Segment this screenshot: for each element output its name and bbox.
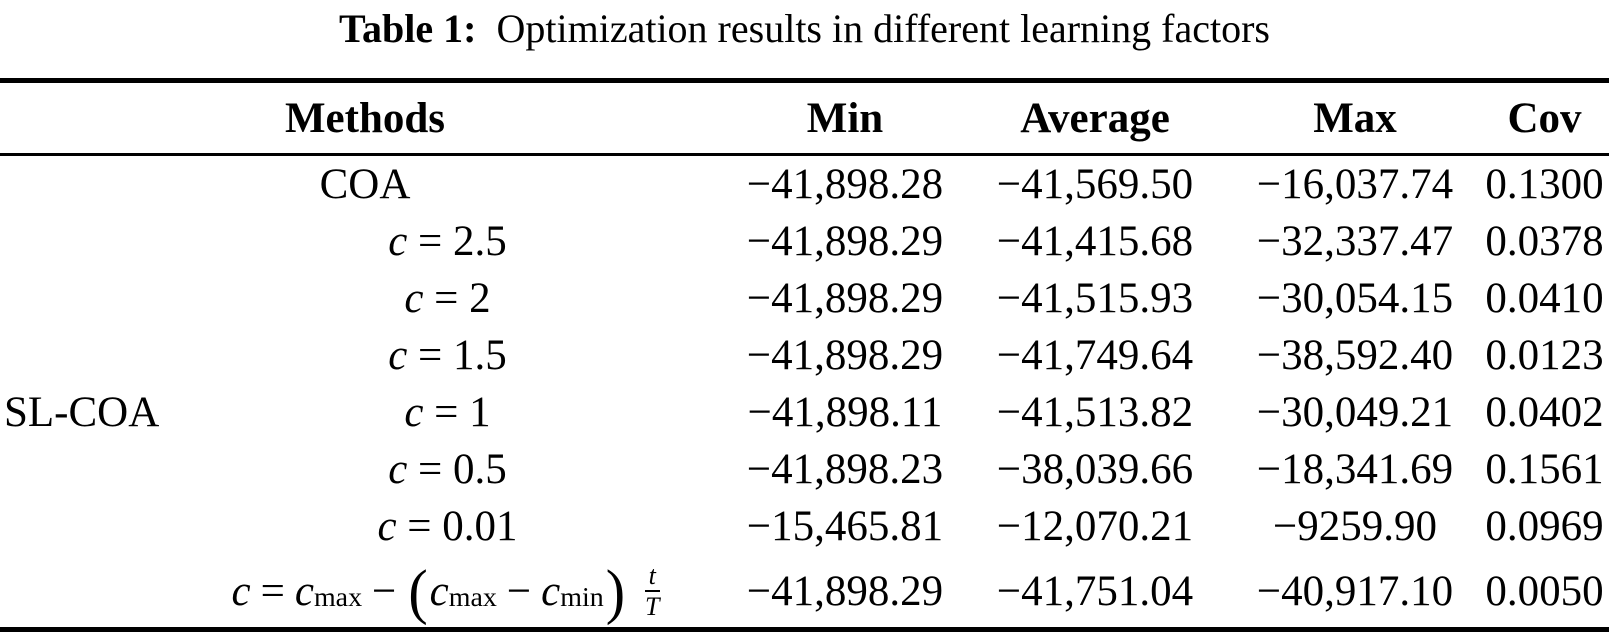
fraction-numerator: t bbox=[644, 561, 660, 592]
col-header-average: Average bbox=[1020, 94, 1170, 142]
method-cell: c = 0.5 bbox=[165, 441, 730, 498]
value-min: −41,898.29 bbox=[746, 332, 944, 379]
value-average: −41,515.93 bbox=[996, 275, 1194, 322]
results-table: Methods Min Average Max Cov COA −41,898.… bbox=[0, 83, 1609, 627]
value-average: −41,513.82 bbox=[996, 389, 1194, 436]
col-header-min: Min bbox=[806, 94, 884, 142]
group-cell bbox=[0, 213, 165, 270]
value-min: −41,898.28 bbox=[746, 161, 944, 208]
top-rule bbox=[0, 78, 1609, 83]
value-max: −9259.90 bbox=[1272, 503, 1437, 550]
value-average: −41,749.64 bbox=[996, 332, 1194, 379]
value-cov: 0.0410 bbox=[1485, 275, 1604, 322]
col-header-methods: Methods bbox=[284, 94, 446, 142]
value-cov: 0.1300 bbox=[1485, 161, 1604, 208]
formula-equals: = bbox=[260, 567, 285, 615]
value-cov: 0.0378 bbox=[1485, 218, 1604, 265]
close-paren: ) bbox=[605, 556, 626, 626]
fraction-denominator: T bbox=[645, 592, 660, 621]
method-cell: c = 1.5 bbox=[165, 327, 730, 384]
bottom-rule bbox=[0, 627, 1609, 632]
group-cell bbox=[0, 498, 165, 555]
method-cell: c = 2.5 bbox=[165, 213, 730, 270]
value-min: −15,465.81 bbox=[746, 503, 944, 550]
value-min: −41,898.23 bbox=[746, 446, 944, 493]
formula-cmin: c bbox=[541, 567, 561, 615]
formula-cmax-2: c bbox=[429, 567, 449, 615]
group-cell bbox=[0, 270, 165, 327]
value-cov: 0.0123 bbox=[1485, 332, 1604, 379]
method-cell: c = 1 bbox=[165, 384, 730, 441]
value-cov: 0.0969 bbox=[1485, 503, 1604, 550]
method-cell: COA bbox=[319, 161, 411, 208]
method-cell: c = 2 bbox=[165, 270, 730, 327]
group-cell bbox=[0, 327, 165, 384]
value-max: −30,054.15 bbox=[1256, 275, 1454, 322]
method-rest: = 0.5 bbox=[407, 446, 507, 493]
group-cell-sl-coa: SL-COA bbox=[4, 389, 160, 436]
value-max: −40,917.10 bbox=[1256, 567, 1454, 615]
open-paren: ( bbox=[408, 556, 428, 626]
formula-lhs: c bbox=[231, 567, 251, 615]
group-cell bbox=[0, 441, 165, 498]
value-min: −41,898.29 bbox=[746, 275, 944, 322]
value-average: −38,039.66 bbox=[996, 446, 1194, 493]
value-max: −38,592.40 bbox=[1256, 332, 1454, 379]
method-cell: c = 0.01 bbox=[165, 498, 730, 555]
method-rest: = 1 bbox=[423, 389, 491, 436]
formula-minus-1: − bbox=[372, 567, 397, 615]
method-var: c bbox=[388, 332, 408, 379]
method-formula: c = c max −(c max − c min) t T bbox=[165, 555, 730, 627]
value-min: −41,898.29 bbox=[746, 567, 944, 615]
formula-cmax-1: c bbox=[294, 567, 314, 615]
formula-minus-2: − bbox=[506, 567, 532, 615]
col-header-cov: Cov bbox=[1507, 94, 1582, 142]
col-header-max: Max bbox=[1313, 94, 1397, 142]
method-var: c bbox=[388, 218, 408, 265]
table-caption: Table 1: Optimization results in differe… bbox=[0, 0, 1609, 78]
value-max: −32,337.47 bbox=[1256, 218, 1454, 265]
method-rest: = 0.01 bbox=[396, 503, 518, 550]
value-average: −41,751.04 bbox=[996, 567, 1194, 615]
value-average: −12,070.21 bbox=[996, 503, 1194, 550]
caption-text: Optimization results in different learni… bbox=[496, 6, 1270, 51]
value-cov: 0.0402 bbox=[1485, 389, 1604, 436]
group-cell bbox=[0, 555, 165, 627]
method-var: c bbox=[404, 389, 424, 436]
value-max: −18,341.69 bbox=[1256, 446, 1454, 493]
value-cov: 0.1561 bbox=[1485, 446, 1604, 493]
method-var: c bbox=[388, 446, 408, 493]
value-max: −30,049.21 bbox=[1256, 389, 1454, 436]
value-average: −41,415.68 bbox=[996, 218, 1194, 265]
method-var: c bbox=[377, 503, 397, 550]
value-average: −41,569.50 bbox=[996, 161, 1194, 208]
value-max: −16,037.74 bbox=[1256, 161, 1454, 208]
value-min: −41,898.11 bbox=[747, 389, 943, 436]
method-rest: = 1.5 bbox=[407, 332, 507, 379]
method-rest: = 2 bbox=[423, 275, 491, 322]
caption-label: Table 1: bbox=[339, 6, 477, 51]
mid-rule bbox=[0, 153, 1609, 156]
method-var: c bbox=[404, 275, 424, 322]
value-min: −41,898.29 bbox=[746, 218, 944, 265]
method-rest: = 2.5 bbox=[407, 218, 507, 265]
value-cov: 0.0050 bbox=[1485, 567, 1604, 615]
